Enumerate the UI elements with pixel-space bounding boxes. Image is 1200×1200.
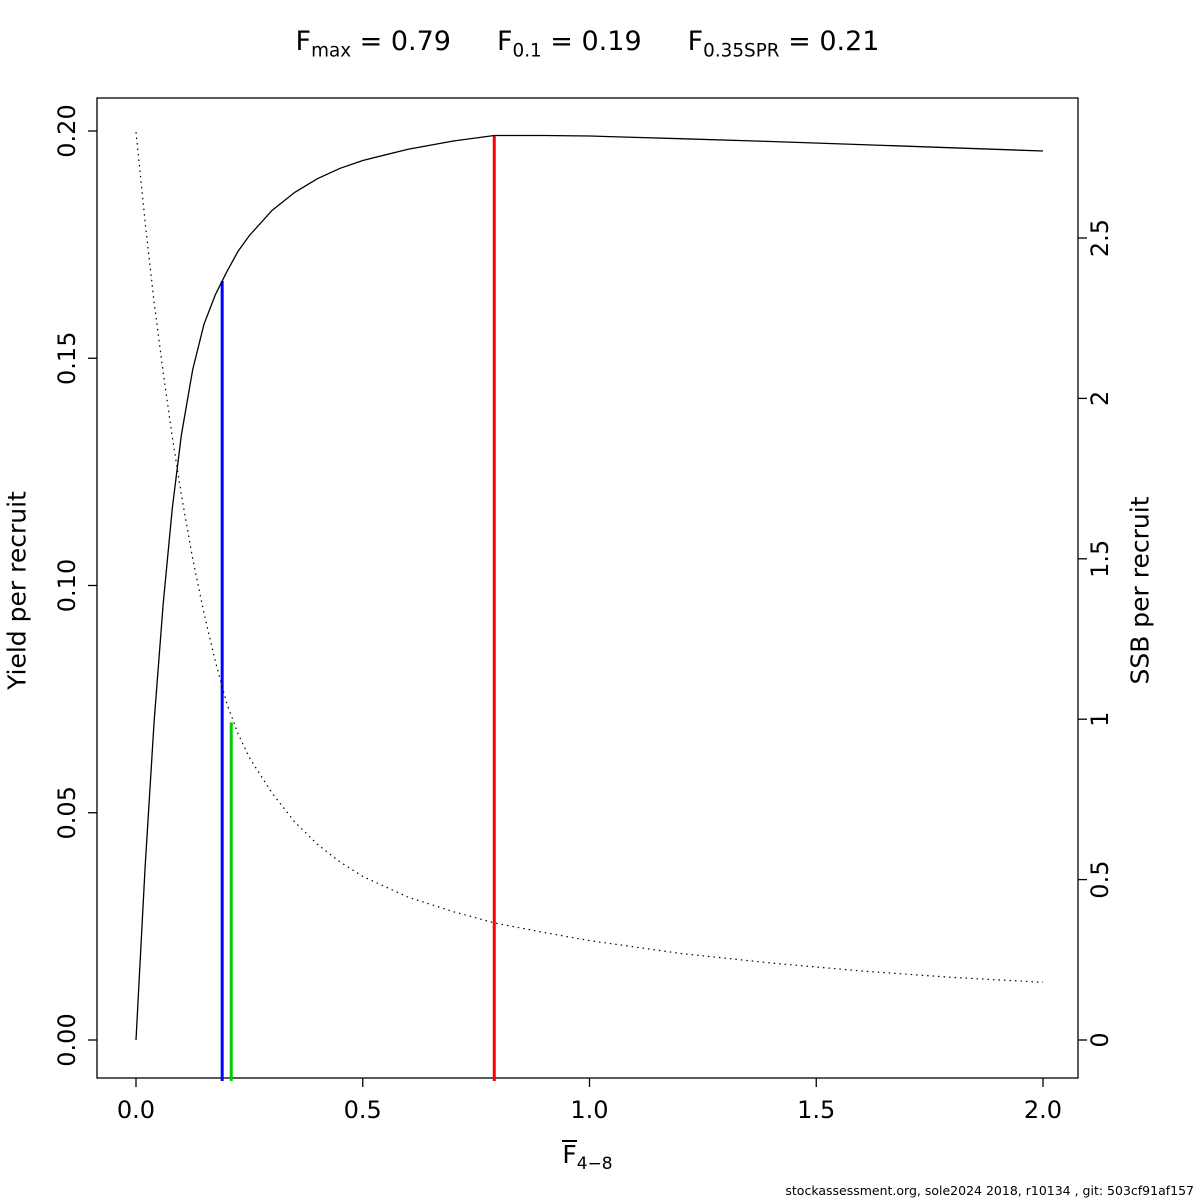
y-left-tick-label: 0.10 [53,559,81,612]
plot-title: Fmax = 0.79 F0.1 = 0.19 F0.35SPR = 0.21 [97,26,1078,61]
x-tick-label: 1.5 [797,1096,835,1124]
x-axis-ticks: 0.0 0.5 1.0 1.5 2.0 [117,1078,1062,1124]
f035spr-reference-label: F0.35SPR = 0.21 [687,26,880,62]
x-tick-label: 0.5 [344,1096,382,1124]
x-tick-label: 0.0 [117,1096,155,1124]
reference-lines [220,135,496,1081]
ssb-per-recruit-curve [135,132,1044,983]
yield-per-recruit-curve [135,134,1044,1041]
y-axis-right-ticks: 0 0.5 1 1.5 2 2.5 [1078,219,1114,1048]
y-axis-label-right: SSB per recruit [1125,496,1155,685]
fbar-symbol: F [562,1140,577,1169]
f01-reference-label: F0.1 = 0.19 [496,26,642,62]
y-left-tick-label: 0.20 [53,104,81,157]
y-left-tick-label: 0.15 [53,332,81,385]
y-left-tick-label: 0.05 [53,786,81,839]
y-right-tick-label: 1 [1086,712,1114,727]
y-right-tick-label: 1.5 [1086,540,1114,578]
y-right-tick-label: 2.5 [1086,219,1114,257]
footer-attribution: stockassessment.org, sole2024 2018, r101… [785,1183,1194,1198]
y-axis-label-left: Yield per recruit [2,491,32,690]
y-axis-left-ticks: 0.00 0.05 0.10 0.15 0.20 [53,104,97,1067]
fmax-reference-label: Fmax = 0.79 [295,26,451,62]
y-right-tick-label: 0.5 [1086,861,1114,899]
x-axis-label: F4−8 [562,1140,613,1174]
x-tick-label: 1.0 [570,1096,608,1124]
x-tick-label: 2.0 [1024,1096,1062,1124]
plot-frame [96,97,1079,1079]
y-right-tick-label: 0 [1086,1032,1114,1047]
y-right-tick-label: 2 [1086,391,1114,406]
y-left-tick-label: 0.00 [53,1013,81,1066]
